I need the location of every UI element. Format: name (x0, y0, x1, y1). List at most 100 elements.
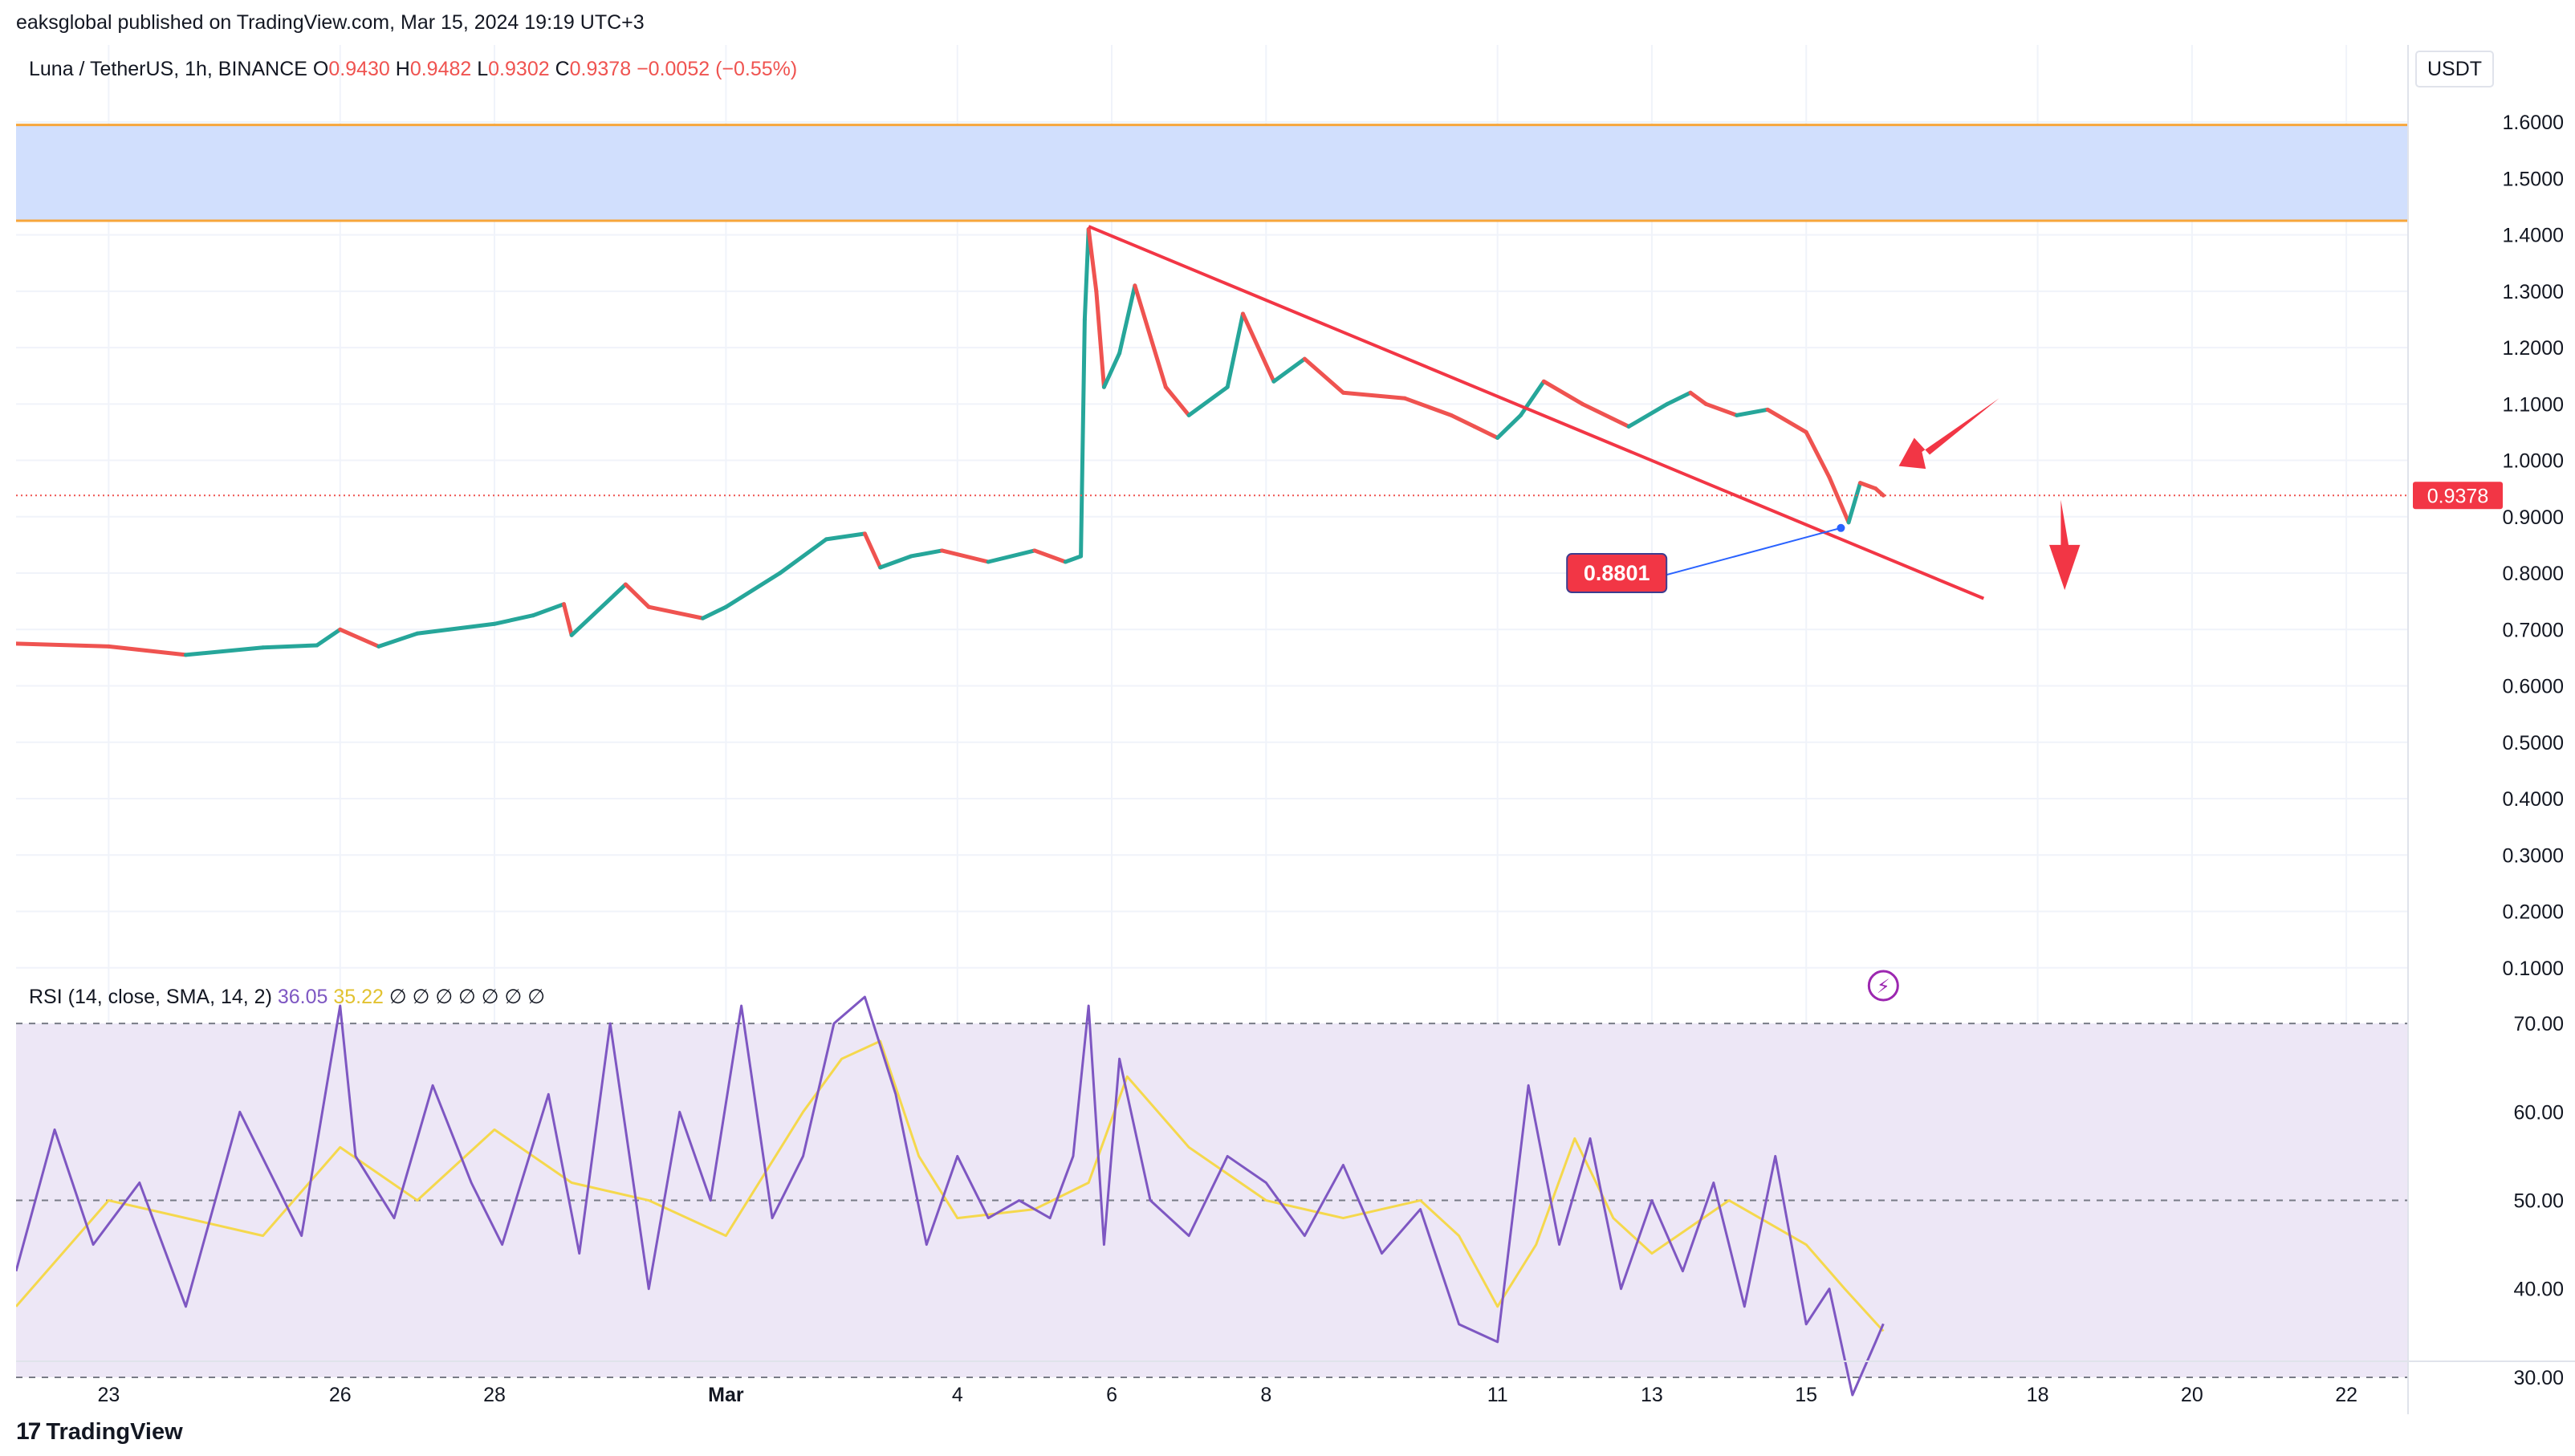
price-segment (1086, 227, 1099, 294)
ohlc-part: 0.9302 (488, 58, 555, 80)
trendline-group[interactable]: 0.8801 (1088, 225, 1985, 600)
x-tick-label: 11 (1487, 1384, 1508, 1406)
y-tick-label: 0.7000 (2503, 619, 2564, 641)
callout-label-bg (1566, 553, 1668, 594)
descending-trendline[interactable] (1088, 225, 1985, 600)
rsi-series (16, 995, 1885, 1397)
rsi-y-tick-label: 70.00 (2513, 1013, 2564, 1035)
arrow-down-icon (2049, 499, 2081, 591)
ohlc-part: L (477, 58, 488, 80)
price-segment (701, 604, 728, 620)
y-tick-label: 0.6000 (2503, 676, 2564, 698)
rsi-y-tick-label: 60.00 (2513, 1101, 2564, 1124)
rsi-header-part: 36.05 (278, 986, 334, 1008)
price-segment (1665, 390, 1693, 406)
price-segment (1117, 283, 1137, 356)
x-tick-label: 15 (1795, 1384, 1817, 1406)
price-segment (1302, 356, 1345, 395)
rsi-y-tick-label: 50.00 (2513, 1190, 2564, 1213)
price-segment (623, 582, 651, 609)
ohlc-part: C (555, 58, 570, 80)
callout-label: 0.8801 (1584, 561, 1650, 585)
price-segment (1519, 379, 1546, 417)
price-segment (1765, 407, 1808, 434)
price-segment (1402, 396, 1454, 417)
symbol-header: Luna / TetherUS, 1h, BINANCE O0.9430 H0.… (29, 58, 797, 80)
y-tick-label: 1.1000 (2503, 393, 2564, 416)
currency-label: USDT (2427, 58, 2482, 80)
tradingview-logo[interactable]: 17 TradingView (16, 1416, 183, 1448)
x-tick-label: 13 (1641, 1384, 1663, 1406)
price-segment (1186, 384, 1230, 417)
resistance-zone (16, 124, 2408, 222)
y-tick-label: 1.3000 (2503, 281, 2564, 303)
y-tick-label: 1.2000 (2503, 337, 2564, 360)
x-tick-label: 28 (483, 1384, 506, 1406)
price-segment (1340, 390, 1407, 401)
rsi-y-tick-label: 30.00 (2513, 1367, 2564, 1389)
x-tick-label: 18 (2027, 1384, 2049, 1406)
price-segment (1580, 401, 1631, 429)
price-segment (183, 645, 266, 657)
price-segment (1495, 413, 1523, 440)
price-segment (1063, 554, 1084, 564)
callout-anchor-dot (1837, 523, 1845, 532)
rsi-header-part: RSI (14, close, SMA, 14, 2) (29, 986, 278, 1008)
price-segment (824, 531, 867, 542)
tradingview-logo-icon: 17 (16, 1418, 41, 1445)
x-tick-label: 26 (329, 1384, 352, 1406)
rsi-header-part: 35.22 (333, 986, 389, 1008)
last-price-label: 0.9378 (2427, 485, 2488, 507)
price-segment (1472, 424, 1500, 440)
callout-connector (1651, 527, 1841, 580)
price-segment (1032, 548, 1068, 564)
price-segment (1857, 481, 1878, 491)
y-tick-label: 0.9000 (2503, 506, 2564, 529)
flash-icon-glyph: ⚡ (1877, 976, 1890, 998)
price-segment (940, 548, 991, 564)
price-segment (1873, 486, 1885, 498)
rsi-header: RSI (14, close, SMA, 14, 2) 36.05 35.22 … (29, 986, 545, 1008)
price-segment (531, 602, 567, 618)
x-tick-label: 23 (97, 1384, 120, 1406)
ohlc-part: O (313, 58, 328, 80)
tradingview-brand-label: TradingView (46, 1418, 183, 1445)
price-segment (1846, 481, 1862, 525)
price-segment (338, 627, 381, 649)
price-segment (16, 641, 111, 649)
rsi-sma-line (16, 1039, 1885, 1332)
ohlc-part: −0.0052 (−0.55%) (637, 58, 797, 80)
x-tick-label: Mar (708, 1384, 744, 1406)
y-tick-label: 0.8000 (2503, 563, 2564, 585)
chart-canvas[interactable]: 0.8801 ⚡ 23 26 28 Mar 4 6 8 11 13 15 18 20 22 1.6000 1… (16, 45, 2575, 1414)
price-segment (415, 621, 497, 636)
price-segment (878, 554, 913, 570)
currency-box (2415, 51, 2494, 87)
price-segment (1735, 407, 1770, 417)
price-segment (1271, 356, 1307, 384)
price-segment (1626, 401, 1670, 429)
axes: 23 26 28 Mar 4 6 8 11 13 15 18 20 22 1.6000 1.5000 1.40… (16, 45, 2575, 1414)
price-series (16, 227, 2408, 657)
price-segment (376, 631, 420, 649)
price-segment (1133, 283, 1168, 389)
ohlc-part: 0.9482 (410, 58, 477, 80)
price-segment (1094, 289, 1106, 389)
x-tick-label: 22 (2335, 1384, 2357, 1406)
y-tick-label: 0.1000 (2503, 958, 2564, 980)
ohlc-part: H (396, 58, 410, 80)
price-segment (1449, 413, 1477, 429)
price-segment (261, 643, 319, 650)
annotation-arrows: ⚡ (1867, 398, 2081, 1002)
x-tick-label: 8 (1260, 1384, 1271, 1406)
price-segment (106, 644, 188, 657)
price-segment (986, 548, 1037, 564)
ohlc-part: 0.9378 (570, 58, 637, 80)
price-segment (778, 537, 828, 575)
x-tick-label: 4 (952, 1384, 963, 1406)
x-tick-label: 6 (1106, 1384, 1117, 1406)
y-tick-label: 1.0000 (2503, 450, 2564, 473)
arrow-left-down-icon (1898, 398, 1999, 470)
chart-frame[interactable]: 0.8801 ⚡ 23 26 28 Mar 4 6 8 11 13 15 18 20 22 1.6000 1… (16, 45, 2575, 1414)
price-segment (1804, 429, 1832, 480)
